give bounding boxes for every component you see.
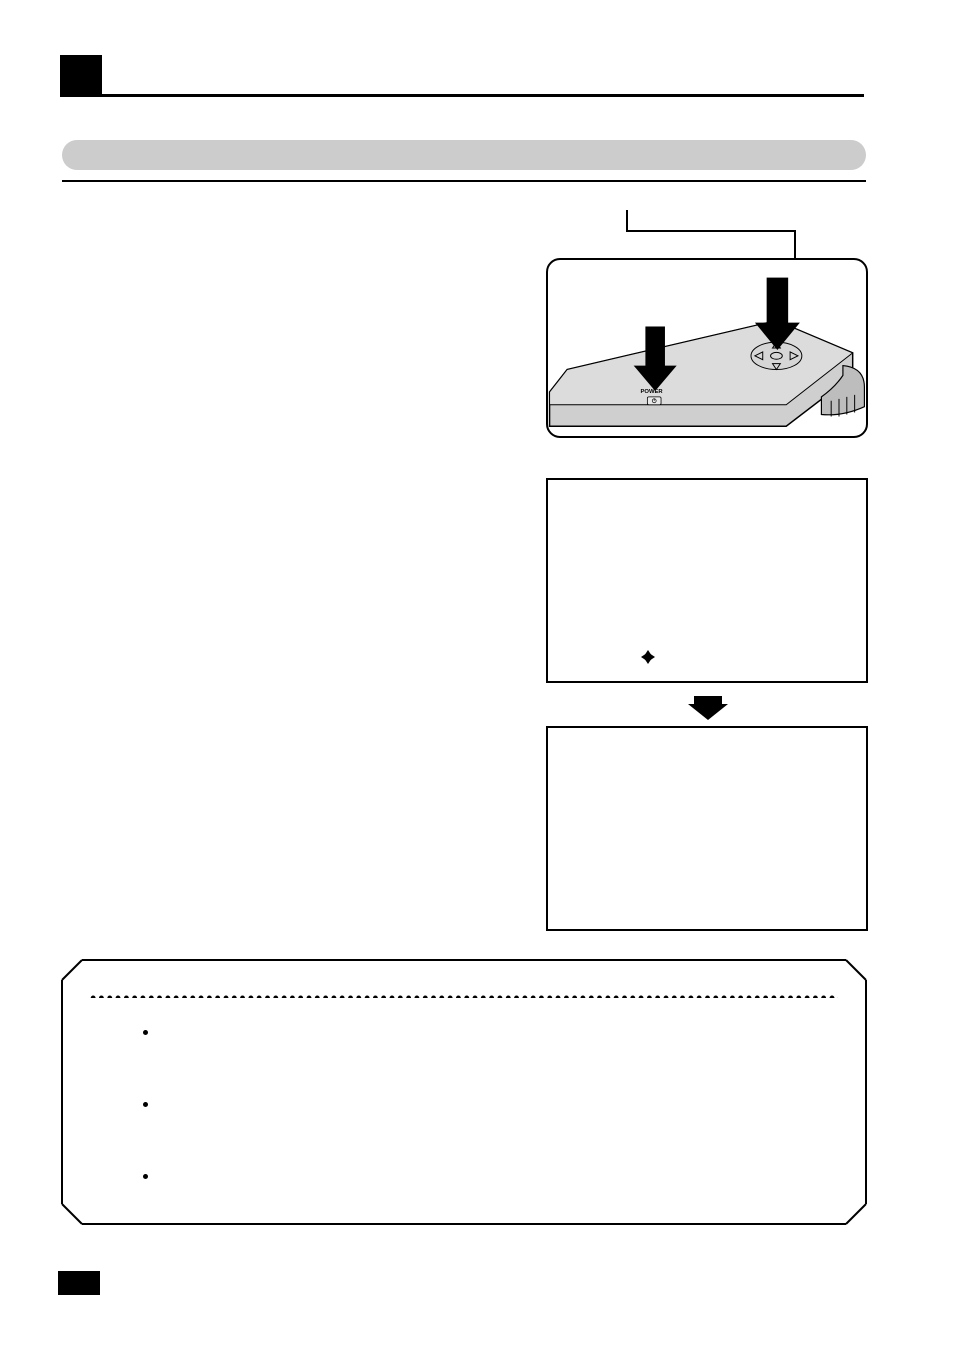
callout-leader-vertical (626, 210, 628, 230)
down-arrow-icon (688, 694, 728, 720)
callout-leader-horizontal (626, 230, 796, 232)
list-item (160, 1090, 818, 1116)
section-top-rule (100, 94, 864, 97)
section-tab-block (60, 55, 102, 97)
callout-leader-drop (794, 230, 796, 260)
notes-bullet-list (160, 1018, 818, 1234)
list-item (160, 1018, 818, 1044)
dotted-divider: ••••••••••••••••••••••••••••••••••••••••… (90, 988, 838, 998)
notes-panel: ••••••••••••••••••••••••••••••••••••••••… (60, 958, 868, 1226)
list-item (160, 1162, 818, 1188)
page-root: POWER (0, 0, 954, 1355)
subsection-underline (62, 180, 866, 182)
device-diagram-svg: POWER (548, 260, 866, 436)
nav-glyph-icon (638, 647, 658, 667)
device-diagram: POWER (546, 258, 868, 438)
screen-box-1 (546, 478, 868, 683)
subsection-pill (62, 140, 866, 170)
power-label: POWER (641, 389, 664, 395)
page-number-block (58, 1271, 100, 1295)
screen-box-2 (546, 726, 868, 931)
